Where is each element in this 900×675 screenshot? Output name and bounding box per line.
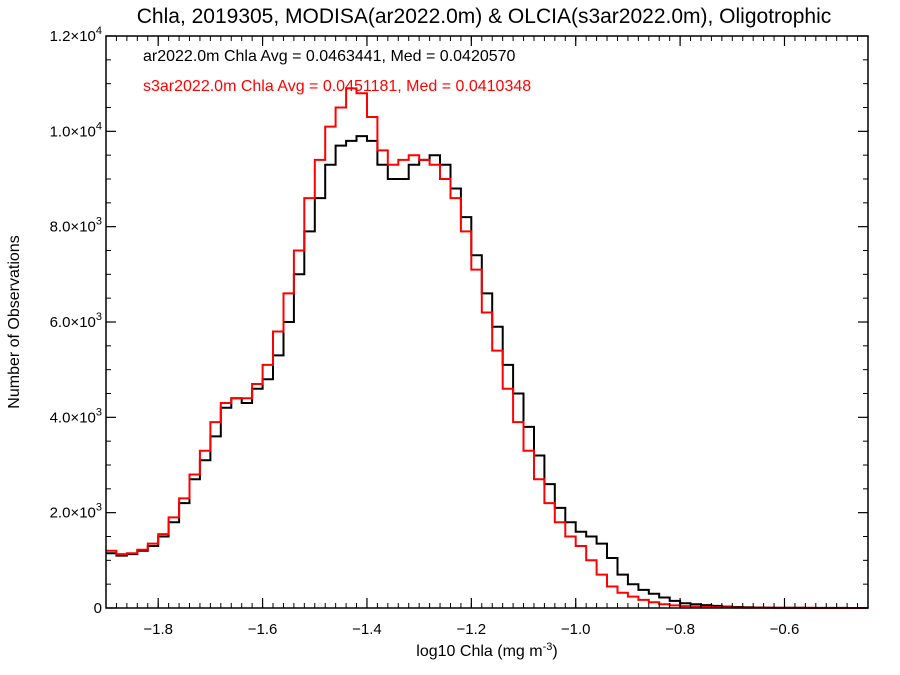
- series-line-ar2022.0m: [106, 135, 868, 609]
- y-tick-label: 2.0×103: [50, 502, 102, 522]
- series-layer: [106, 87, 868, 609]
- chart-title: Chla, 2019305, MODISA(ar2022.0m) & OLCIA…: [137, 5, 832, 28]
- x-tick-label: −0.6: [770, 621, 800, 638]
- ticks-layer: −1.8 −1.6 −1.4 −1.2 −1.0 −0.8 −0.6 0 2.0×103 4.0×…: [50, 25, 868, 638]
- series-annotation-s3ar2022: s3ar2022.0m Chla Avg = 0.0451181, Med = …: [143, 78, 531, 95]
- x-tick-label: −1.6: [248, 621, 278, 638]
- x-tick-label: −1.8: [143, 621, 173, 638]
- y-axis-label: Number of Observations: [6, 235, 23, 408]
- x-tick-label: −1.2: [457, 621, 487, 638]
- series-line-s3ar2022.0m: [106, 87, 868, 609]
- y-tick-label: 1.2×104: [50, 25, 102, 45]
- y-tick-label: 0: [94, 600, 102, 617]
- y-tick-label: 8.0×103: [50, 216, 102, 236]
- x-axis-label: log10 Chla (mg m-3): [416, 641, 557, 660]
- plot-frame: [105, 35, 869, 609]
- y-tick-label: 1.0×104: [50, 120, 102, 140]
- y-tick-label: 4.0×103: [50, 406, 102, 426]
- x-tick-label: −0.8: [665, 621, 695, 638]
- series-annotation-ar2022: ar2022.0m Chla Avg = 0.0463441, Med = 0.…: [143, 48, 516, 65]
- y-tick-label: 6.0×103: [50, 311, 102, 331]
- x-tick-label: −1.0: [561, 621, 591, 638]
- x-tick-label: −1.4: [352, 621, 382, 638]
